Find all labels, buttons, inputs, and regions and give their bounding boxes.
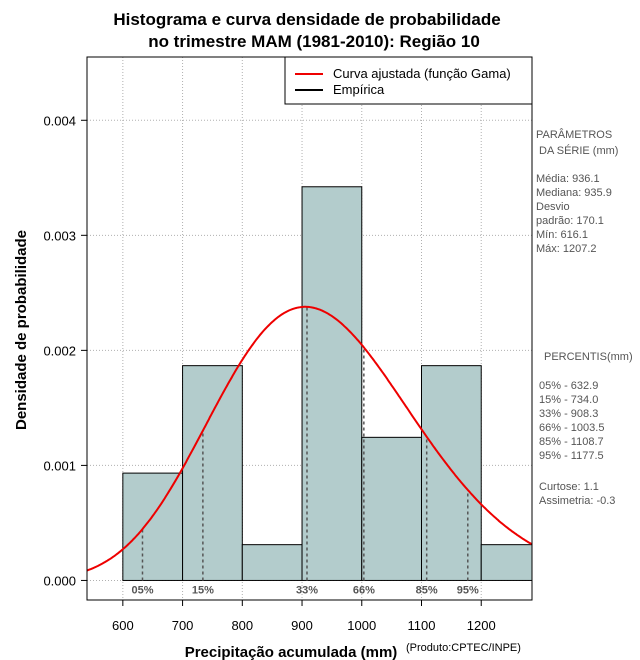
histogram-bar — [301, 186, 363, 581]
histogram-bars — [122, 186, 533, 581]
y-tick-label: 0.001 — [43, 458, 76, 473]
percentil-15: 15% - 734.0 — [539, 394, 598, 406]
percentile-marker-label: 15% — [192, 584, 214, 596]
x-tick-label: 1200 — [467, 618, 496, 633]
series-parameters-panel: PARÂMETROS DA SÉRIE (mm) Média: 936.1 Me… — [536, 128, 618, 255]
stat-desvio: Desvio — [536, 201, 570, 213]
stat-mediana: Mediana: 935.9 — [536, 187, 612, 199]
x-tick-label: 900 — [291, 618, 313, 633]
percentil-05: 05% - 632.9 — [539, 380, 598, 392]
percentile-marker-label: 95% — [457, 584, 479, 596]
percentile-marker-label: 33% — [296, 584, 318, 596]
params-title-line-1: PARÂMETROS — [536, 128, 612, 141]
y-axis-label: Densidade de probabilidade — [13, 230, 30, 430]
percentil-95: 95% - 1177.5 — [539, 450, 604, 462]
legend-label-empirica: Empírica — [333, 82, 385, 97]
histogram-bar — [361, 436, 422, 581]
histogram-bar — [241, 544, 303, 581]
histogram-bar — [122, 472, 184, 581]
chart-title-line-2: no trimestre MAM (1981-2010): Região 10 — [148, 32, 480, 51]
product-credit: (Produto:CPTEC/INPE) — [406, 642, 521, 654]
y-tick-label: 0.003 — [43, 228, 76, 243]
percentil-66: 66% - 1003.5 — [539, 422, 604, 434]
percentile-marker-label: 05% — [131, 584, 153, 596]
histogram-bar — [420, 365, 482, 581]
curtose: Curtose: 1.1 — [539, 481, 599, 493]
y-axis: 0.000 0.001 0.002 0.003 0.004 — [43, 113, 87, 588]
x-tick-label: 800 — [231, 618, 253, 633]
legend-box — [284, 56, 533, 105]
percentile-marker-label: 85% — [416, 584, 438, 596]
percentis-title: PERCENTIS(mm) — [544, 351, 633, 363]
histogram-bar — [480, 544, 533, 581]
x-axis-label: Precipitação acumulada (mm) — [185, 644, 398, 660]
stat-max: Máx: 1207.2 — [536, 243, 597, 255]
percentile-markers: 05% 15% 33% 66% 85% 95% — [131, 306, 479, 596]
params-title-line-2: DA SÉRIE (mm) — [539, 144, 618, 157]
stat-padrao: padrão: 170.1 — [536, 215, 604, 227]
chart-title-line-1: Histograma e curva densidade de probabil… — [113, 10, 500, 29]
x-tick-label: 1100 — [408, 618, 436, 633]
histogram-bar — [182, 365, 243, 581]
percentil-85: 85% - 1108.7 — [539, 436, 604, 448]
stat-min: Mín: 616.1 — [536, 229, 588, 241]
percentiles-panel: PERCENTIS(mm) 05% - 632.9 15% - 734.0 33… — [539, 351, 633, 507]
y-tick-label: 0.002 — [43, 343, 76, 358]
gamma-curve-layer — [86, 305, 532, 572]
x-axis: 600 700 800 900 1000 1100 1200 — [112, 600, 496, 633]
legend: Curva ajustada (função Gama) Empírica — [284, 56, 533, 105]
legend-label-gamma: Curva ajustada (função Gama) — [333, 66, 511, 81]
y-tick-label: 0.000 — [43, 573, 76, 588]
percentile-marker-label: 66% — [353, 584, 375, 596]
y-tick-label: 0.004 — [43, 113, 76, 128]
stat-media: Média: 936.1 — [536, 173, 600, 185]
assimetria: Assimetria: -0.3 — [539, 495, 615, 507]
x-tick-label: 1000 — [347, 618, 376, 633]
x-tick-label: 600 — [112, 618, 134, 633]
percentil-33: 33% - 908.3 — [539, 408, 598, 420]
gamma-curve — [86, 305, 532, 572]
x-tick-label: 700 — [172, 618, 194, 633]
